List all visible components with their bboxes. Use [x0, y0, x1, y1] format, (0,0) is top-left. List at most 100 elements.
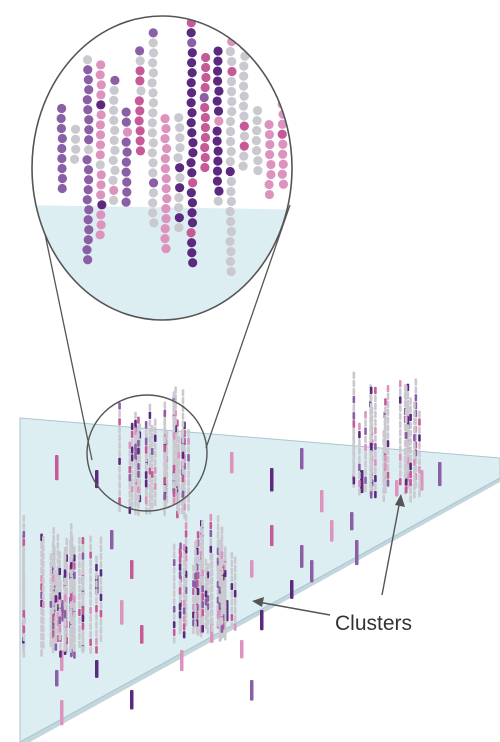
strand-bead [160, 133, 170, 144]
strand-segment [89, 646, 92, 654]
strand-bead [187, 58, 197, 68]
strand-segment [192, 619, 195, 627]
strand-segment [150, 478, 154, 486]
strand-segment [163, 425, 167, 434]
strand-segment [182, 623, 186, 631]
strand-segment [42, 625, 45, 633]
strand-segment [22, 578, 26, 586]
strand-segment [130, 422, 134, 431]
strand-segment [99, 544, 103, 553]
strand-bead [213, 146, 223, 156]
strand-segment [201, 537, 204, 545]
strand-segment [95, 629, 98, 638]
strand-bead [186, 118, 196, 128]
strand-bead [96, 210, 106, 220]
strand-segment [196, 531, 200, 539]
strand-segment [204, 558, 208, 567]
strand-segment [398, 461, 402, 470]
strand-bead [148, 198, 158, 208]
strand-bead [161, 243, 171, 254]
strand-segment [409, 429, 412, 438]
strand-segment [144, 420, 148, 429]
strand-segment [63, 635, 67, 643]
strand-segment [220, 559, 224, 568]
strand-segment [130, 438, 134, 446]
strand-segment [148, 459, 152, 467]
strand-segment [369, 491, 373, 499]
strand-bead [292, 125, 301, 134]
strand-segment [384, 462, 387, 470]
strand-segment [223, 562, 227, 570]
strand-segment [192, 603, 195, 611]
strand-segment [233, 581, 237, 590]
strand-bead [290, 184, 292, 194]
strand-segment [201, 601, 204, 609]
strand-bead [83, 105, 93, 115]
strand-segment [384, 454, 387, 462]
strand-bead [227, 66, 237, 77]
strand-bead [278, 159, 288, 169]
strand-bead [84, 135, 94, 145]
strand-segment [130, 454, 134, 462]
strand-bead [95, 70, 105, 80]
strand-segment [230, 559, 234, 567]
strand-segment [42, 552, 45, 560]
strand-bead [225, 116, 236, 127]
single-strand [250, 560, 254, 578]
strand-segment [89, 567, 92, 575]
strand-bead [278, 139, 288, 149]
strand-bead [109, 105, 119, 115]
strand-segment [163, 409, 167, 418]
single-strand [290, 580, 294, 599]
strand-segment [233, 598, 237, 606]
strand-bead [84, 85, 94, 95]
strand-segment [204, 590, 208, 598]
strand-bead [175, 163, 185, 173]
strand-segment [177, 506, 181, 515]
strand-segment [53, 553, 56, 561]
strand-segment [384, 398, 387, 406]
strand-segment [163, 484, 166, 493]
strand-bead [278, 79, 289, 89]
strand-segment [352, 387, 356, 396]
strand-segment [81, 630, 85, 638]
strand-segment [172, 464, 176, 473]
strand-segment [63, 627, 67, 635]
strand-segment [172, 456, 176, 465]
strand-segment [73, 619, 76, 627]
strand-segment [150, 440, 154, 448]
strand-segment [233, 623, 237, 631]
strand-segment [352, 420, 356, 428]
strand-segment [369, 386, 373, 395]
single-strand [55, 670, 59, 687]
strand-segment [172, 551, 176, 559]
strand-segment [51, 606, 55, 614]
strand-segment [384, 438, 387, 446]
strand-segment [230, 606, 234, 614]
strand-segment [172, 597, 176, 605]
strand-segment [163, 492, 166, 501]
strand-segment [144, 496, 148, 504]
strand-segment [418, 458, 421, 466]
strand-bead [82, 195, 92, 205]
strand-segment [369, 467, 373, 475]
strand-segment [58, 592, 62, 600]
strand-segment [187, 470, 190, 479]
strand-segment [172, 621, 176, 629]
strand-bead [291, 204, 292, 214]
strand-segment [386, 408, 390, 416]
strand-segment [413, 417, 416, 426]
single-strand [95, 660, 99, 678]
strand-segment [398, 477, 402, 486]
strand-segment [78, 560, 81, 569]
strand-segment [95, 645, 98, 654]
clusters-arrow-upper [381, 494, 405, 596]
strand-segment [54, 627, 58, 635]
strand-bead [95, 230, 105, 240]
strand-bead [82, 245, 92, 255]
strand-segment [99, 577, 103, 585]
strand-segment [194, 596, 197, 604]
strand-segment [369, 434, 373, 443]
strand-bead [134, 96, 144, 106]
strand-segment [181, 396, 185, 405]
